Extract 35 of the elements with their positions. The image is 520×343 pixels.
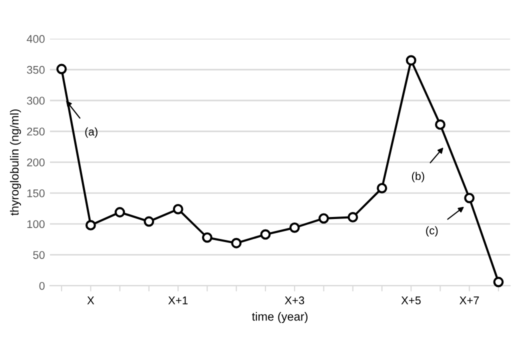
point bbox=[435, 119, 446, 130]
y-tick-label: 250 bbox=[27, 128, 45, 136]
point bbox=[260, 229, 271, 240]
point bbox=[231, 238, 242, 248]
y-tick-label: 300 bbox=[26, 96, 45, 105]
point bbox=[464, 192, 475, 204]
x-tick-label: X+1 bbox=[168, 296, 188, 304]
y-tick-label: 100 bbox=[27, 220, 45, 228]
annotation: (c) bbox=[426, 226, 438, 237]
x-tick-label: X+3 bbox=[284, 296, 304, 304]
point bbox=[85, 220, 96, 230]
point bbox=[318, 213, 329, 224]
x-axis-title: time (year) bbox=[252, 312, 308, 324]
y-tick-label: 350 bbox=[26, 66, 45, 74]
y-tick-label: 200 bbox=[27, 158, 45, 166]
point bbox=[348, 212, 358, 222]
annotation: (b) bbox=[412, 172, 424, 182]
point bbox=[202, 232, 212, 243]
point bbox=[144, 216, 154, 227]
point bbox=[56, 64, 67, 74]
x-tick-label: X+5 bbox=[401, 296, 421, 304]
point bbox=[376, 182, 388, 194]
x-tick-label: X+7 bbox=[460, 296, 479, 304]
point bbox=[493, 276, 504, 288]
y-tick-label: 400 bbox=[26, 35, 45, 43]
point bbox=[172, 204, 184, 214]
y-tick-label: 50 bbox=[33, 251, 45, 259]
y-tick-label: 150 bbox=[27, 189, 45, 198]
y-tick-label: 0 bbox=[39, 282, 45, 290]
y-axis-title: thyroglobulin (ng/ml) bbox=[10, 109, 21, 216]
point bbox=[289, 222, 300, 233]
x-tick-label: X bbox=[87, 296, 94, 304]
point bbox=[114, 207, 126, 218]
annotation: (a) bbox=[85, 127, 98, 138]
point bbox=[406, 55, 416, 66]
